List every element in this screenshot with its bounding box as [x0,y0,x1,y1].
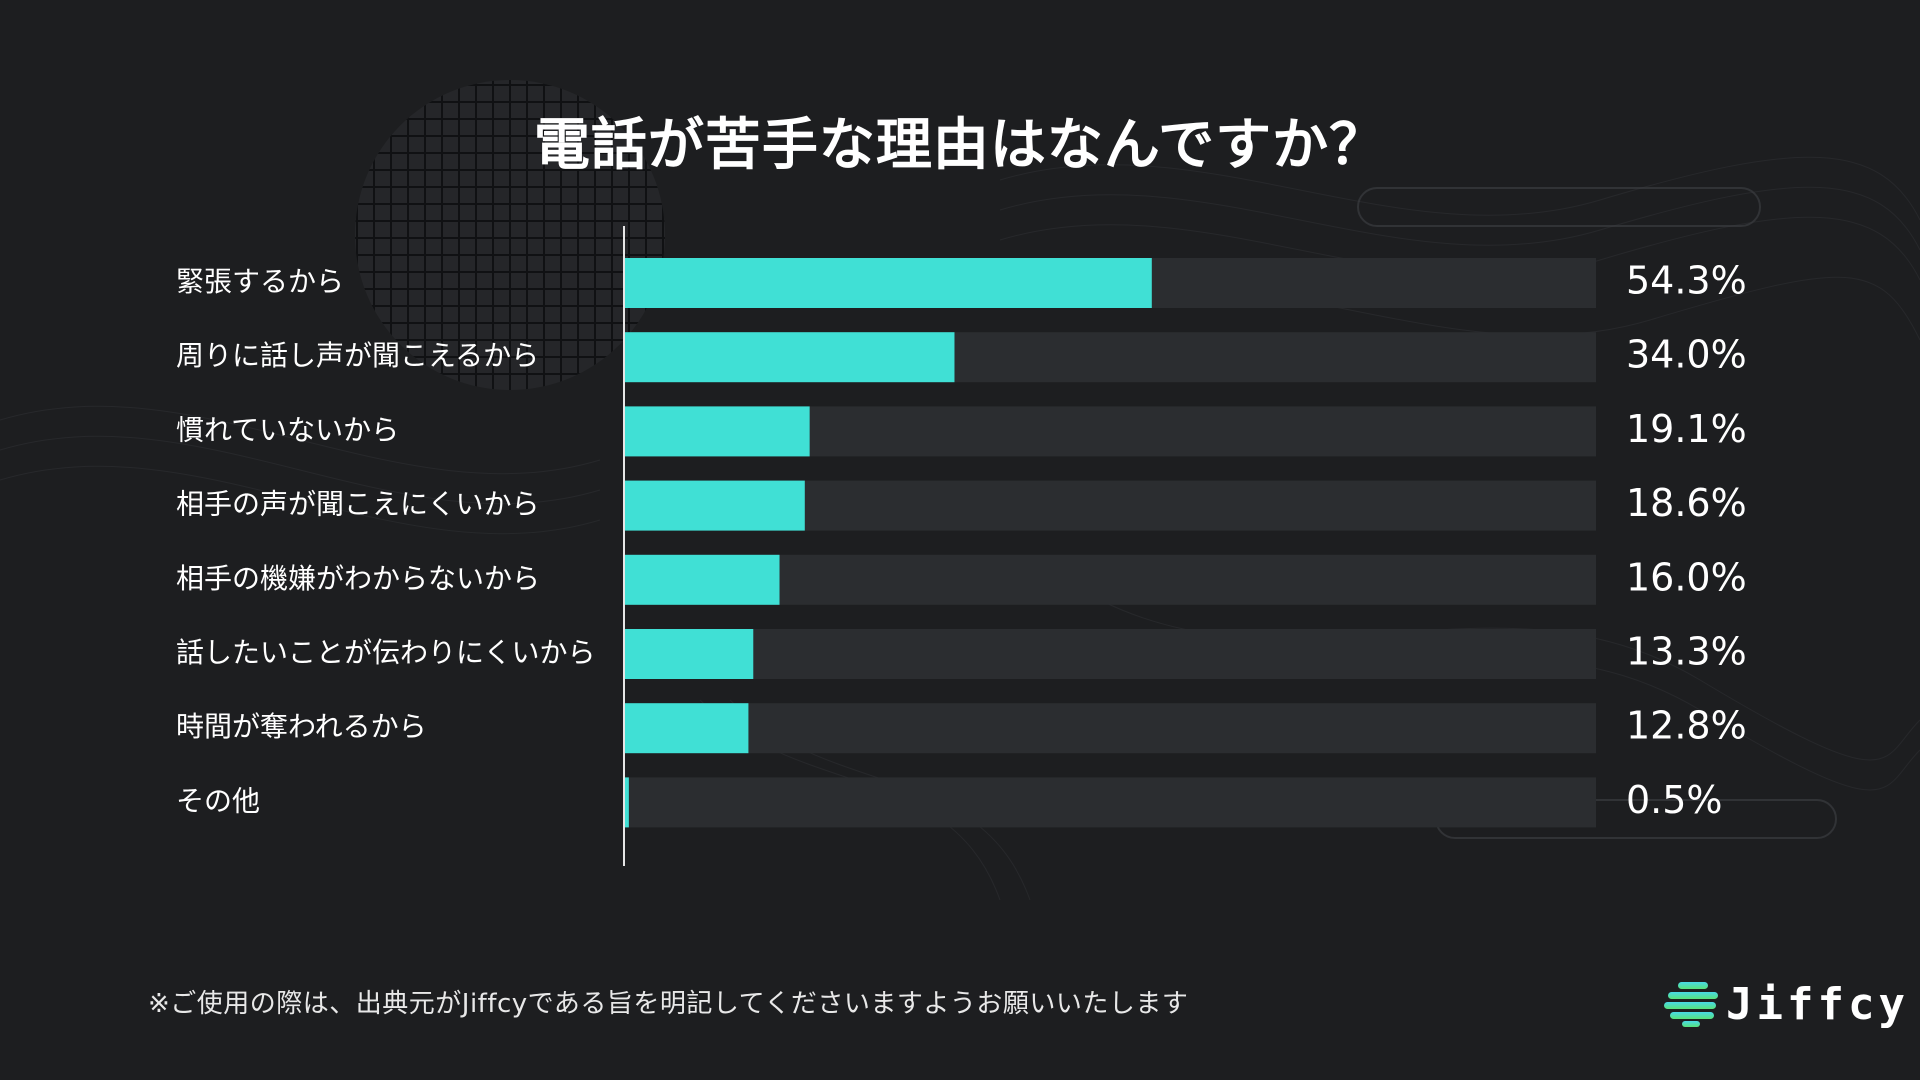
value-label: 13.3% [1626,630,1747,674]
value-label: 19.1% [1626,407,1747,451]
bar-track [624,777,1596,828]
value-label: 0.5% [1626,778,1723,822]
value-label: 54.3% [1626,259,1747,303]
category-label: 相手の声が聞こえにくいから [176,488,539,521]
bar [624,554,780,605]
category-label: 周りに話し声が聞こえるから [176,339,539,372]
category-label: 緊張するから [176,265,344,298]
value-label: 12.8% [1626,704,1747,748]
bar-track [624,554,1596,605]
bar [624,332,955,383]
category-label: その他 [176,784,260,817]
grid-circle-decoration [355,80,665,390]
bar-track [624,629,1596,679]
category-label: 時間が奪われるから [176,710,427,743]
bar [624,629,754,679]
value-label: 16.0% [1626,555,1747,599]
bar [624,406,810,457]
category-label: 話したいことが伝わりにくいから [176,636,595,669]
bar [624,703,749,754]
category-label: 相手の機嫌がわからないから [176,562,540,595]
brand-logo: Jiffcy [1664,974,1909,1034]
jiffcy-logo-icon [1664,982,1718,1027]
value-label: 34.0% [1626,333,1747,377]
source-footnote: ※ご使用の際は、出典元がJiffcyである旨を明記してくださいますようお願いいた… [148,989,1189,1019]
bar-track [624,703,1596,754]
chart-title: 電話が苦手な理由はなんですか？ [533,113,1387,178]
bar [624,258,1152,308]
category-label: 慣れていないから [176,413,399,446]
bar [624,480,805,531]
value-label: 18.6% [1626,481,1747,525]
brand-name: Jiffcy [1726,978,1909,1030]
bar [624,777,629,828]
